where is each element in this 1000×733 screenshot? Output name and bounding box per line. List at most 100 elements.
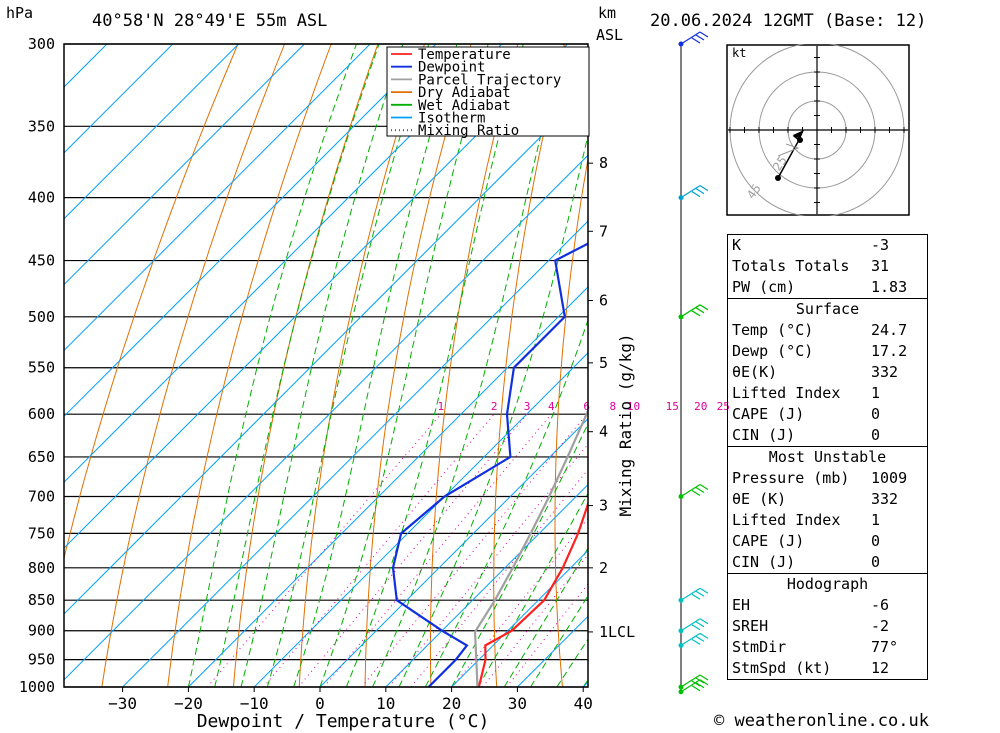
index-value: 12 [871, 659, 890, 677]
mixing-ratio-label: 15 [666, 400, 679, 413]
wind-barb [680, 31, 709, 45]
index-value: -2 [871, 617, 890, 635]
mixing-ratio-label: 10 [627, 400, 640, 413]
hodograph-section: Hodograph EH -6 SREH -2 StmDir 77° StmSpd (… [728, 573, 927, 679]
index-row: CIN (J) 0 [728, 552, 927, 573]
legend-label: Wet Adiabat [418, 98, 511, 114]
index-row: Lifted Index 1 [728, 510, 927, 531]
dewpoint-line [391, 242, 588, 687]
index-row: PW (cm) 1.83 [728, 277, 927, 298]
x-tick-label: 20 [442, 694, 461, 713]
dry-adiabat-line [64, 44, 239, 561]
index-label: CAPE (J) [732, 405, 805, 423]
wind-barb [680, 185, 709, 199]
isotherm-line [188, 286, 588, 687]
index-row: θE(K) 332 [728, 362, 927, 383]
dry-adiabat-line [935, 44, 1000, 687]
storm-motion-marker [793, 130, 804, 139]
wet-adiabat-line [424, 318, 588, 687]
isotherm-line [64, 44, 371, 352]
isotherm-line [64, 44, 437, 418]
pressure-tick-label: 750 [28, 524, 55, 542]
index-row: K -3 [728, 235, 927, 256]
index-label: Pressure (mb) [732, 469, 850, 487]
mixing-ratio-label: 25 [717, 400, 730, 413]
km-tick-label: 5 [599, 354, 608, 372]
index-row: StmDir 77° [728, 637, 927, 658]
wet-adiabat-line [266, 44, 430, 687]
profile-series [391, 242, 588, 687]
dry-adiabat-line [167, 44, 332, 687]
x-axis-label: Dewpoint / Temperature (°C) [197, 711, 490, 732]
mixing-ratio-axis-label: Mixing Ratio (g/kg) [616, 333, 635, 516]
hodograph-ring-label: 25 [770, 154, 790, 174]
index-label: Dewp (°C) [732, 342, 814, 360]
pressure-tick-label: 850 [28, 591, 55, 609]
legend-label: Dewpoint [418, 60, 485, 76]
index-row: Lifted Index 1 [728, 383, 927, 404]
index-value: 1 [871, 511, 881, 529]
isotherms [64, 44, 588, 687]
index-label: PW (cm) [732, 278, 796, 296]
index-value: 17.2 [871, 342, 908, 360]
x-tick-label: 0 [315, 694, 325, 713]
mixing-ratio-label: 1 [438, 400, 445, 413]
index-label: θE(K) [732, 363, 778, 381]
most-unstable-section: Most Unstable Pressure (mb) 1009 θE (K) 33… [728, 446, 927, 573]
mixing-ratio-label: 20 [694, 400, 707, 413]
temperature-axis-labels: −30 −20 −10 0 10 20 30 40 [108, 687, 593, 713]
wet-adiabat-line [214, 44, 380, 687]
wind-profile [678, 31, 709, 695]
index-label: CIN (J) [732, 553, 796, 571]
dry-adiabat-line [429, 44, 519, 687]
dry-adiabat-line [672, 44, 705, 687]
isotherm-line [385, 483, 588, 687]
pressure-tick-label: 550 [28, 359, 55, 377]
dry-adiabat-line [298, 44, 425, 687]
mixing-ratio-label: 3 [524, 400, 531, 413]
mixing-ratio-line [263, 413, 495, 687]
legend-label: Parcel Trajectory [418, 72, 561, 88]
mixing-ratio-line [506, 583, 588, 687]
mixing-ratio-line [482, 553, 588, 687]
asl-label: ASL [596, 26, 624, 44]
pressure-unit-label: hPa [6, 4, 34, 22]
x-tick-label: −30 [108, 694, 137, 713]
wet-adiabat-line [345, 44, 524, 687]
x-tick-label: 40 [574, 694, 593, 713]
section-title: Hodograph [786, 575, 869, 593]
index-row: StmSpd (kt) 12 [728, 658, 927, 679]
pressure-tick-label: 300 [28, 35, 55, 53]
wet-adiabat-line [187, 44, 357, 687]
mixing-ratio-label: 4 [548, 400, 555, 413]
wet-adiabat-line [293, 44, 458, 687]
pressure-tick-label: 800 [28, 559, 55, 577]
wet-adiabat-line [372, 44, 564, 687]
index-row: CAPE (J) 0 [728, 531, 927, 552]
index-value: 0 [871, 553, 881, 571]
mixing-ratio-label: 2 [491, 400, 498, 413]
mixing-ratio-line [323, 413, 552, 687]
index-row: SREH -2 [728, 616, 927, 637]
pressure-tick-label: 950 [28, 651, 55, 669]
pressure-tick-label: 500 [28, 308, 55, 326]
index-label: Lifted Index [732, 511, 841, 529]
dry-adiabat-line [233, 44, 379, 687]
wind-barb [680, 304, 709, 318]
isotherm-line [319, 418, 588, 687]
pressure-tick-label: 1000 [19, 678, 55, 696]
index-value: -3 [871, 236, 890, 254]
wind-barb [680, 674, 709, 688]
mixing-ratio-label: 8 [609, 400, 616, 413]
isotherm-line [64, 154, 588, 681]
km-tick-label: 8 [599, 154, 608, 172]
index-label: K [732, 236, 742, 254]
index-value: 77° [871, 638, 899, 656]
wet-adiabat-line [503, 547, 588, 687]
index-value: -6 [871, 596, 890, 614]
wind-barb [680, 587, 709, 601]
copyright-link[interactable]: © weatheronline.co.uk [714, 711, 929, 731]
index-value: 0 [871, 405, 881, 423]
pressure-tick-label: 700 [28, 488, 55, 506]
